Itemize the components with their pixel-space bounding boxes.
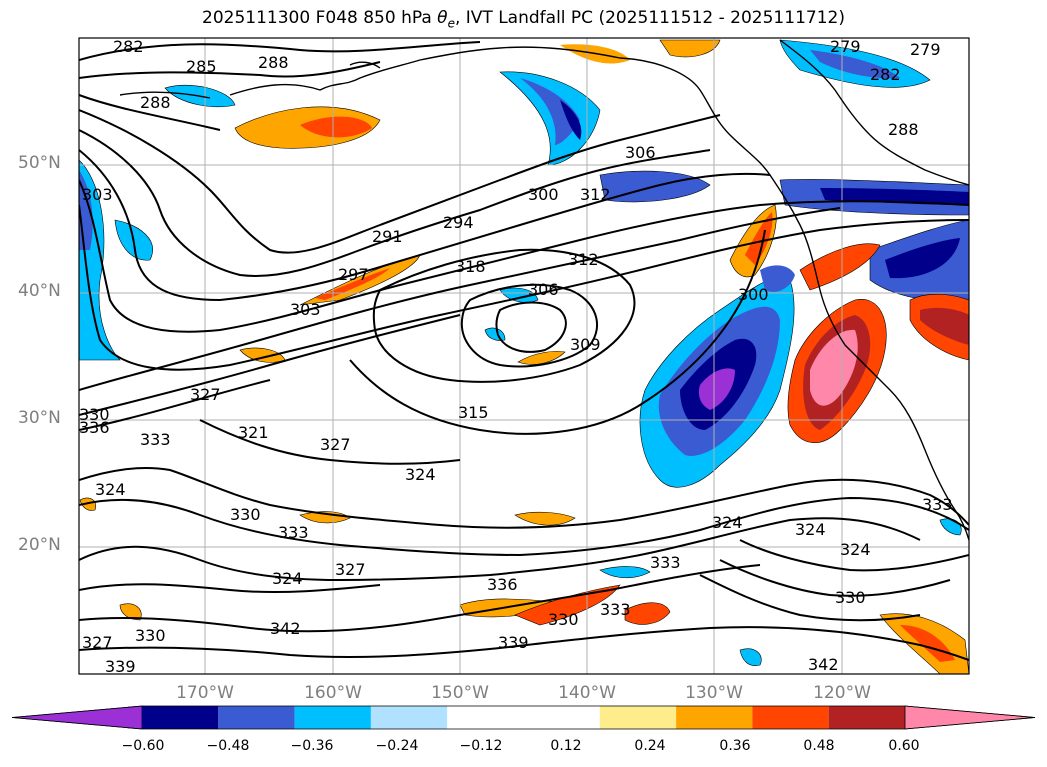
contour-label: 309 <box>570 335 601 354</box>
contour-label: 324 <box>712 513 743 532</box>
colorbar-extend-min <box>11 705 143 730</box>
contour-label: 318 <box>455 257 486 276</box>
lat-label: 50°N <box>18 153 61 173</box>
colorbar-segment <box>828 706 905 729</box>
contour-label: 333 <box>922 495 953 514</box>
contour-label: 324 <box>272 569 303 588</box>
contour-label: 279 <box>910 40 941 59</box>
colorbar-tick-label: −0.48 <box>206 738 250 754</box>
contour-label: 300 <box>738 285 769 304</box>
colorbar-tick-label: 0.60 <box>888 738 920 754</box>
contour-label: 315 <box>458 403 489 422</box>
colorbar-segment <box>294 706 371 729</box>
lon-label: 170°W <box>176 683 234 703</box>
contour-labels: 282 285 288 288 279 279 282 288 306 300 … <box>79 37 953 676</box>
colorbar-segment <box>218 706 295 729</box>
theta-e-contours <box>79 41 969 661</box>
contour-label: 294 <box>443 213 474 232</box>
colorbar-tick-label: 0.36 <box>719 738 751 754</box>
colorbar-segment <box>752 706 829 729</box>
colorbar-segment <box>447 706 524 729</box>
contour-label: 333 <box>600 600 631 619</box>
colorbar-extend-max <box>904 705 1036 730</box>
contour-label: 288 <box>258 53 289 72</box>
contour-label: 300 <box>528 185 559 204</box>
contour-label: 291 <box>372 227 403 246</box>
contour-label: 321 <box>238 423 269 442</box>
contour-label: 312 <box>580 185 611 204</box>
lon-label: 140°W <box>558 683 616 703</box>
coastlines <box>119 39 969 541</box>
contour-label: 330 <box>230 505 261 524</box>
contour-label: 303 <box>290 300 321 319</box>
colorbar-tick-label: −0.12 <box>459 738 503 754</box>
contour-label: 324 <box>95 480 126 499</box>
contour-label: 324 <box>405 465 436 484</box>
colorbar-segment <box>523 706 600 729</box>
colorbar-segment <box>370 706 448 729</box>
contour-label: 327 <box>320 435 351 454</box>
lat-label: 20°N <box>18 535 61 555</box>
colorbar-tick-label: 0.48 <box>803 738 835 754</box>
lat-label: 30°N <box>18 408 61 428</box>
contour-label: 327 <box>335 560 366 579</box>
contour-label: 324 <box>795 520 826 539</box>
contour-label: 306 <box>528 280 559 299</box>
contour-label: 339 <box>105 657 136 676</box>
colorbar-tick-label: −0.24 <box>375 738 419 754</box>
contour-label: 288 <box>888 120 919 139</box>
colorbar-segment <box>599 706 677 729</box>
contour-label: 330 <box>835 588 866 607</box>
contour-label: 330 <box>135 626 166 645</box>
contour-label: 336 <box>487 575 518 594</box>
contour-label: 339 <box>498 633 529 652</box>
contour-label: 342 <box>808 655 839 674</box>
contour-label: 297 <box>338 265 369 284</box>
contour-label: 312 <box>568 250 599 269</box>
contour-label: 330 <box>548 610 579 629</box>
colorbar-tick-label: 0.24 <box>634 738 666 754</box>
contour-label: 330 <box>79 405 110 424</box>
colorbar-tick-label: 0.12 <box>550 738 582 754</box>
contour-label: 327 <box>190 385 221 404</box>
contour-label: 279 <box>830 37 861 56</box>
lon-label: 150°W <box>431 683 489 703</box>
lon-label: 130°W <box>685 683 743 703</box>
contour-label: 333 <box>278 523 309 542</box>
lon-label: 160°W <box>304 683 362 703</box>
lat-label: 40°N <box>18 281 61 301</box>
contour-label: 285 <box>186 57 217 76</box>
contour-label: 324 <box>840 540 871 559</box>
contour-label: 282 <box>870 65 901 84</box>
map-frame <box>78 37 970 675</box>
contour-label: 333 <box>140 430 171 449</box>
contour-label: 282 <box>113 37 144 56</box>
colorbar-segment <box>142 706 219 729</box>
figure-title: 2025111300 F048 850 hPa θe, IVT Landfall… <box>202 8 845 31</box>
colorbar-segment <box>676 706 753 729</box>
contour-label: 333 <box>650 553 681 572</box>
contour-label: 306 <box>625 143 656 162</box>
colorbar-tick-label: −0.60 <box>121 738 165 754</box>
lon-label: 120°W <box>813 683 871 703</box>
contour-label: 327 <box>82 633 113 652</box>
colorbar-tick-label: −0.36 <box>290 738 334 754</box>
colorbar-outline <box>11 705 1036 730</box>
gridlines <box>79 38 969 674</box>
contour-label: 336 <box>79 418 110 437</box>
contour-label: 342 <box>270 619 301 638</box>
colorbar <box>11 705 1036 730</box>
contour-label: 303 <box>82 185 113 204</box>
contour-label: 288 <box>140 93 171 112</box>
